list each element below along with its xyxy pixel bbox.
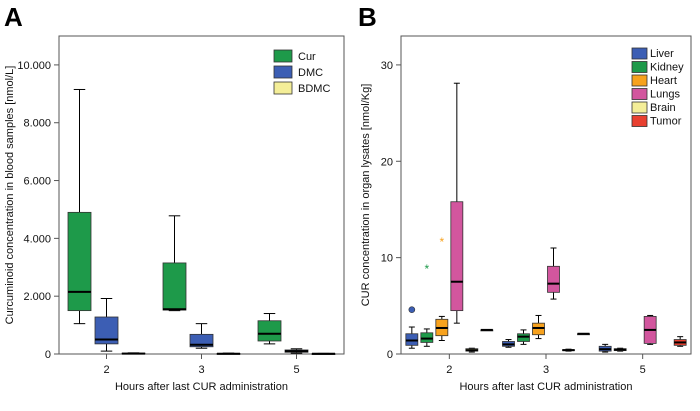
legend-swatch-liver <box>631 47 648 60</box>
y-tick-label: 8.000 <box>23 118 51 130</box>
x-tick-label: 3 <box>198 364 204 376</box>
extreme-point: * <box>424 262 429 276</box>
x-tick-label: 5 <box>293 364 299 376</box>
y-axis-label: Curcuminoid concentration in blood sampl… <box>4 66 16 325</box>
chart-a: 0 2.000 4.000 6.000 8.000 10.000 2 3 5 Hours afte… <box>4 35 345 393</box>
box-iqr <box>67 211 92 312</box>
legend-swatch-dmc <box>273 65 293 79</box>
box-iqr <box>162 262 187 311</box>
x-axis-label: Hours after last CUR administration <box>459 381 632 393</box>
box-iqr <box>257 320 282 342</box>
chart-b: 0 10 20 30 2 3 5 Hours after last CUR administr… <box>360 35 692 393</box>
legend-swatch-lungs <box>631 88 648 100</box>
legend-swatch-tumor <box>631 115 648 127</box>
box-liver-3h <box>502 339 515 348</box>
legend-swatch-heart <box>631 74 648 87</box>
box-dmc-3h <box>189 323 214 349</box>
legend-swatch-brain <box>631 101 648 114</box>
y-tick-label: 4.000 <box>23 233 51 245</box>
box-liver-2h <box>405 306 419 349</box>
x-tick-label: 2 <box>103 364 109 376</box>
box-iqr <box>547 265 560 293</box>
box-tumor-5h <box>673 336 687 347</box>
box-bdmc-5h <box>311 352 336 355</box>
box-kidney-3h <box>517 329 530 345</box>
legend-label-heart: Heart <box>650 75 677 87</box>
legend-label-bdmc: BDMC <box>298 83 330 95</box>
plot-frame <box>400 35 692 355</box>
box-lungs-3h <box>547 247 560 300</box>
legend-label-liver: Liver <box>650 48 674 60</box>
box-liver-5h <box>598 343 612 353</box>
box-lungs-2h <box>450 82 464 324</box>
box-cur-5h <box>257 313 282 345</box>
x-tick-label: 3 <box>543 364 549 376</box>
box-bdmc-3h <box>216 352 241 355</box>
box-tumor-3h <box>577 332 590 336</box>
legend-label-brain: Brain <box>650 102 676 114</box>
x-axis-label: Hours after last CUR administration <box>115 381 288 393</box>
legend-swatch-bdmc <box>273 81 293 95</box>
box-iqr <box>94 316 119 345</box>
panel-letter-a: A <box>4 2 23 32</box>
y-tick-label: 0 <box>387 349 393 361</box>
y-tick-label: 6.000 <box>23 176 51 188</box>
y-tick-label: 20 <box>381 156 393 168</box>
panel-letter-b: B <box>358 2 377 32</box>
box-iqr <box>189 333 214 348</box>
box-iqr <box>450 201 464 312</box>
box-heart-2h: * <box>435 235 449 342</box>
box-cur-3h <box>162 215 187 312</box>
box-heart-3h <box>532 314 545 340</box>
box-lungs-5h <box>643 314 657 345</box>
y-tick-label: 2.000 <box>23 291 51 303</box>
y-tick-label: 0 <box>45 349 51 361</box>
legend-label-dmc: DMC <box>298 67 323 79</box>
box-brain-3h <box>562 348 575 352</box>
legend-label-cur: Cur <box>298 51 316 63</box>
outlier-point <box>408 306 416 313</box>
y-axis-label: CUR concentration in organ lysates [nmol… <box>360 84 372 307</box>
box-bdmc-2h <box>121 352 146 355</box>
box-kidney-2h: * <box>420 262 434 347</box>
legend-label-tumor: Tumor <box>650 116 682 128</box>
legend-label-kidney: Kidney <box>650 62 684 74</box>
legend-label-lungs: Lungs <box>650 89 680 101</box>
box-brain-2h <box>465 347 479 353</box>
box-cur-2h <box>67 88 92 325</box>
y-tick-label: 10.000 <box>17 60 51 72</box>
legend-swatch-cur <box>273 49 293 63</box>
x-tick-label: 2 <box>446 364 452 376</box>
box-dmc-5h <box>284 348 309 354</box>
extreme-point: * <box>439 235 444 249</box>
box-tumor-2h <box>480 328 494 332</box>
legend-swatch-kidney <box>631 61 648 73</box>
y-tick-label: 30 <box>381 60 393 72</box>
y-tick-label: 10 <box>381 253 393 265</box>
x-tick-label: 5 <box>640 364 646 376</box>
box-kidney-5h <box>613 347 627 352</box>
box-dmc-2h <box>94 297 119 352</box>
